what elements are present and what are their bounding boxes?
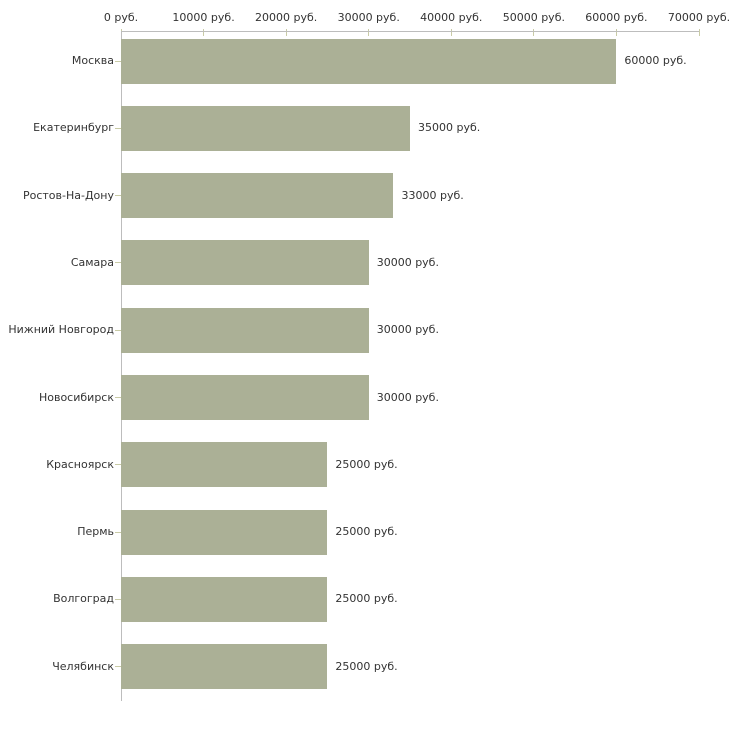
- x-tick-mark: [533, 29, 535, 36]
- y-tick-mark: [115, 666, 121, 668]
- category-label: Самара: [70, 255, 114, 269]
- y-tick-mark: [115, 127, 121, 129]
- x-tick-label: 10000 руб.: [172, 11, 235, 24]
- bar: [121, 509, 328, 555]
- value-label: 25000 руб.: [335, 525, 398, 539]
- x-tick-mark: [698, 29, 700, 36]
- category-label: Москва: [71, 54, 114, 67]
- x-tick-mark: [285, 29, 287, 36]
- y-tick-mark: [115, 598, 121, 600]
- category-label: Новосибирск: [38, 390, 114, 404]
- x-tick-mark: [368, 29, 370, 36]
- y-tick-mark: [115, 195, 121, 197]
- x-tick-label: 60000 руб.: [585, 11, 648, 24]
- bar: [121, 442, 328, 488]
- category-label: Пермь: [77, 525, 114, 539]
- bar: [121, 307, 369, 353]
- category-label: Красноярск: [46, 457, 114, 471]
- category-label: Волгоград: [53, 592, 114, 606]
- x-tick-label: 70000 руб.: [667, 11, 730, 24]
- value-label: 30000 руб.: [376, 323, 439, 337]
- bar: [121, 105, 410, 151]
- x-axis-line: [121, 31, 699, 32]
- value-label: 30000 руб.: [376, 390, 439, 404]
- x-tick-mark: [615, 29, 617, 36]
- x-tick-mark: [450, 29, 452, 36]
- x-tick-label: 50000 руб.: [502, 11, 565, 24]
- x-tick-label: 0 руб.: [103, 11, 139, 24]
- y-tick-mark: [115, 464, 121, 466]
- value-label: 30000 руб.: [376, 255, 439, 269]
- x-tick-mark: [203, 29, 205, 36]
- y-tick-mark: [115, 397, 121, 398]
- category-label: Екатеринбург: [33, 121, 114, 135]
- value-label: 60000 руб.: [624, 54, 687, 67]
- bar: [121, 38, 617, 84]
- value-label: 35000 руб.: [418, 121, 481, 135]
- y-tick-mark: [115, 60, 121, 62]
- value-label: 25000 руб.: [335, 592, 398, 606]
- category-label: Нижний Новгород: [8, 323, 114, 337]
- y-tick-mark: [115, 531, 121, 533]
- value-label: 33000 руб.: [401, 188, 464, 202]
- y-tick-mark: [115, 329, 121, 331]
- value-label: 25000 руб.: [335, 659, 398, 673]
- x-tick-label: 20000 руб.: [255, 11, 318, 24]
- y-tick-mark: [115, 262, 121, 264]
- category-label: Челябинск: [52, 659, 114, 673]
- y-axis-line: [120, 31, 122, 701]
- bar: [121, 644, 328, 690]
- bar: [121, 240, 369, 286]
- category-label: Ростов-На-Дону: [22, 188, 114, 202]
- bar: [121, 375, 369, 420]
- bar: [121, 576, 328, 622]
- value-label: 25000 руб.: [335, 457, 398, 471]
- bar: [121, 173, 394, 219]
- x-tick-label: 40000 руб.: [420, 11, 483, 24]
- x-tick-label: 30000 руб.: [337, 11, 400, 24]
